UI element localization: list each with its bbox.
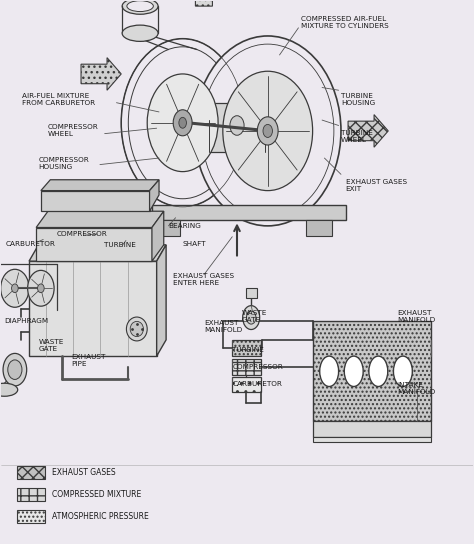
Text: DIAPHRAGM: DIAPHRAGM — [4, 318, 49, 324]
Ellipse shape — [130, 322, 144, 337]
Text: EXHAUST GASES
EXIT: EXHAUST GASES EXIT — [346, 178, 407, 191]
Ellipse shape — [8, 360, 22, 379]
Ellipse shape — [257, 117, 278, 145]
Polygon shape — [29, 245, 166, 261]
Ellipse shape — [27, 270, 54, 306]
Text: EXHAUST GASES
ENTER HERE: EXHAUST GASES ENTER HERE — [173, 273, 235, 286]
Text: TURBINE
WHEEL: TURBINE WHEEL — [341, 130, 373, 143]
Ellipse shape — [0, 383, 18, 396]
Polygon shape — [156, 245, 166, 356]
Bar — [232, 378, 261, 392]
Text: COMPRESSED MIXTURE: COMPRESSED MIXTURE — [52, 490, 141, 499]
Bar — [209, 103, 265, 152]
Ellipse shape — [127, 317, 147, 341]
Bar — [17, 510, 45, 523]
Polygon shape — [348, 115, 388, 147]
Ellipse shape — [319, 356, 338, 386]
Bar — [313, 421, 431, 437]
Text: COMPRESSOR
WHEEL: COMPRESSOR WHEEL — [48, 125, 99, 138]
Ellipse shape — [122, 25, 158, 41]
Bar — [232, 359, 261, 375]
Text: EXHAUST GASES: EXHAUST GASES — [52, 468, 115, 477]
Text: SHAFT: SHAFT — [182, 240, 206, 246]
Polygon shape — [152, 211, 164, 261]
Text: COMPRESSOR: COMPRESSOR — [56, 231, 107, 237]
Bar — [306, 220, 331, 236]
Text: EXHAUST
MANIFOLD: EXHAUST MANIFOLD — [204, 320, 242, 333]
Bar — [17, 488, 45, 501]
Text: TURBINE: TURBINE — [232, 347, 264, 353]
Text: ATMOSPHERIC PRESSURE: ATMOSPHERIC PRESSURE — [52, 512, 148, 521]
Text: COMPRESSOR
HOUSING: COMPRESSOR HOUSING — [38, 157, 89, 170]
Bar — [17, 466, 45, 479]
Text: WASTE
GATE: WASTE GATE — [241, 310, 267, 323]
Bar — [155, 220, 180, 236]
Bar — [152, 205, 346, 220]
Bar — [29, 261, 156, 356]
Bar — [313, 437, 431, 442]
Ellipse shape — [243, 306, 260, 330]
Polygon shape — [190, 0, 218, 6]
Text: TURBINE
HOUSING: TURBINE HOUSING — [341, 93, 375, 106]
Bar — [246, 288, 257, 298]
Text: BEARING: BEARING — [168, 223, 201, 229]
Text: AIR-FUEL MIXTURE
FROM CARBURETOR: AIR-FUEL MIXTURE FROM CARBURETOR — [22, 93, 95, 106]
Ellipse shape — [179, 118, 186, 128]
Polygon shape — [41, 180, 159, 190]
Ellipse shape — [147, 74, 218, 171]
Ellipse shape — [223, 71, 313, 190]
Ellipse shape — [201, 44, 334, 218]
Ellipse shape — [369, 356, 388, 386]
Ellipse shape — [263, 125, 273, 138]
Ellipse shape — [194, 36, 341, 226]
Text: CARBURETOR: CARBURETOR — [232, 380, 282, 387]
Ellipse shape — [246, 311, 256, 324]
Text: WASTE
GATE: WASTE GATE — [38, 339, 64, 353]
Text: COMPRESSED AIR-FUEL
MIXTURE TO CYLINDERS: COMPRESSED AIR-FUEL MIXTURE TO CYLINDERS — [301, 16, 389, 29]
Ellipse shape — [230, 116, 244, 135]
Ellipse shape — [122, 0, 158, 14]
Ellipse shape — [344, 356, 363, 386]
Ellipse shape — [173, 110, 192, 136]
Ellipse shape — [393, 356, 412, 386]
Bar — [313, 321, 431, 421]
Bar — [41, 190, 150, 211]
Ellipse shape — [121, 39, 244, 207]
Ellipse shape — [37, 284, 44, 293]
Polygon shape — [150, 180, 159, 211]
Polygon shape — [36, 211, 164, 227]
Text: COMPRESSOR: COMPRESSOR — [232, 364, 283, 370]
Ellipse shape — [3, 354, 27, 386]
Ellipse shape — [0, 269, 29, 307]
Ellipse shape — [128, 47, 237, 199]
Bar — [36, 227, 152, 261]
Text: EXHAUST
PIPE: EXHAUST PIPE — [72, 355, 106, 368]
Bar — [232, 340, 261, 356]
Text: INTAKE
MANIFOLD: INTAKE MANIFOLD — [398, 381, 436, 394]
Ellipse shape — [127, 1, 154, 11]
Polygon shape — [81, 58, 121, 90]
Text: TURBINE: TURBINE — [104, 242, 136, 248]
Text: CARBURETOR: CARBURETOR — [5, 240, 55, 246]
Text: EXHAUST
MANIFOLD: EXHAUST MANIFOLD — [398, 310, 436, 323]
Ellipse shape — [11, 284, 18, 293]
